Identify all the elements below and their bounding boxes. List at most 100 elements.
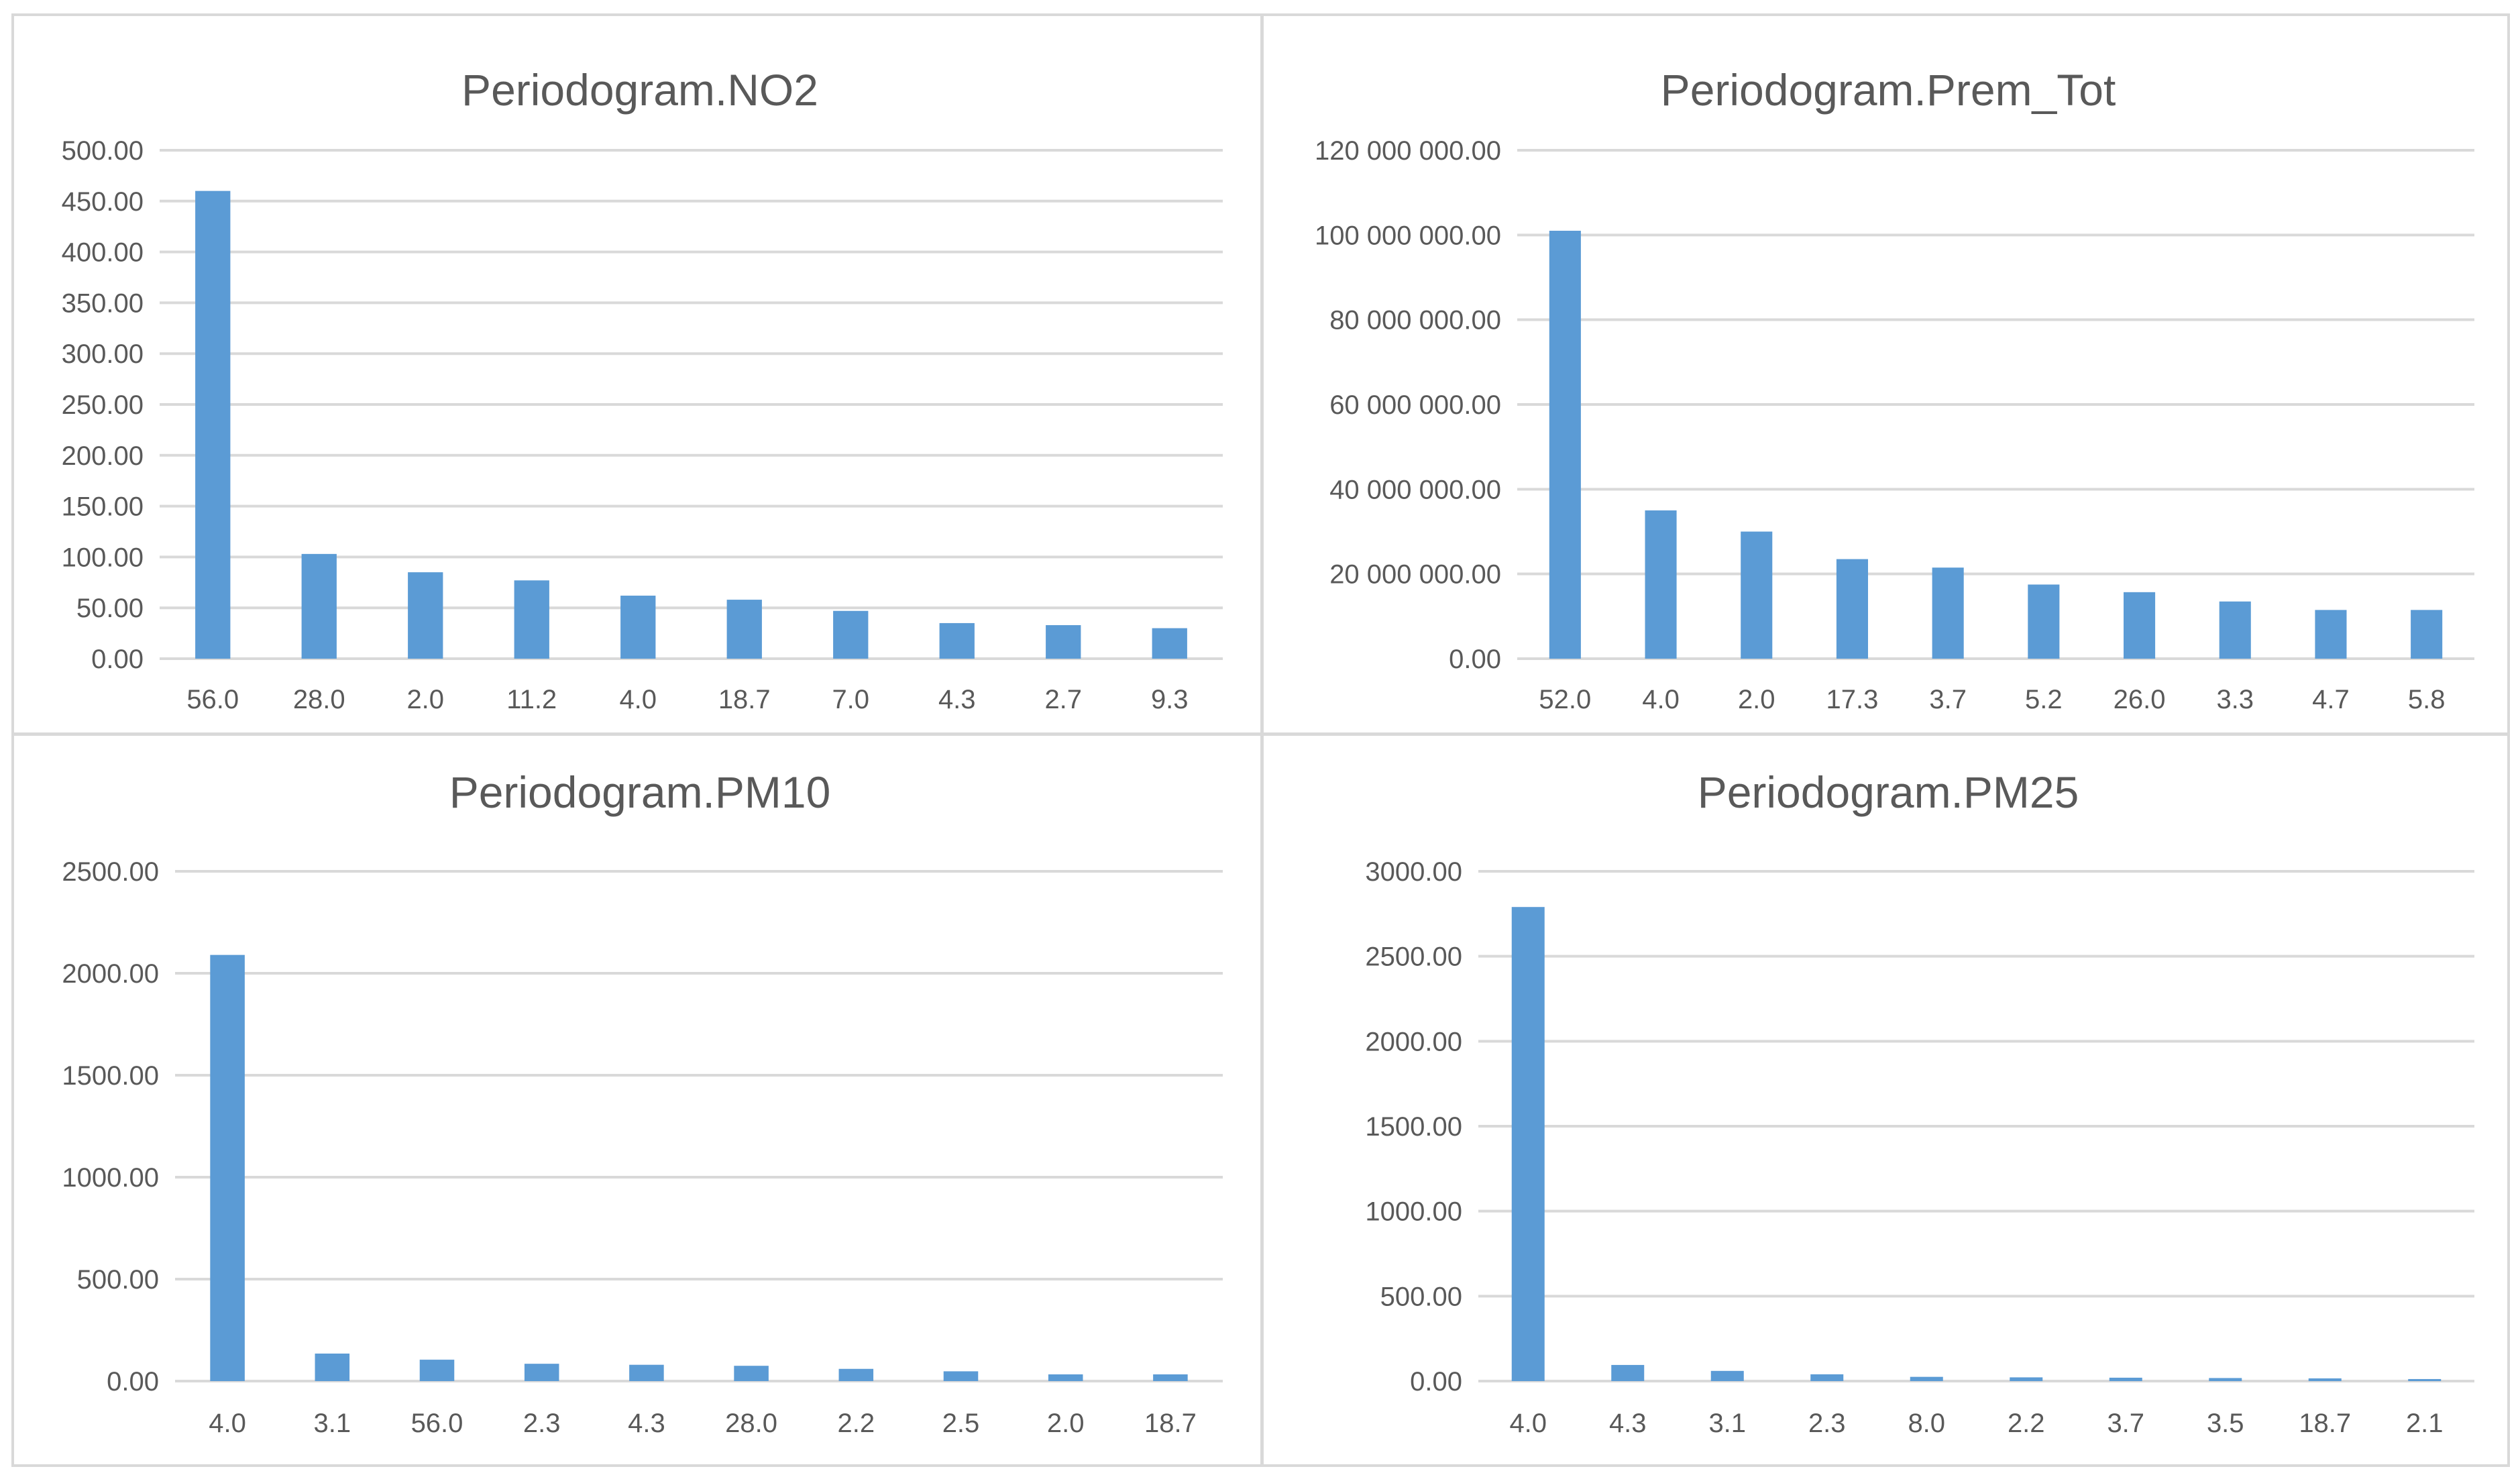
x-tick-label: 5.2 xyxy=(2025,685,2063,714)
bar xyxy=(833,610,869,659)
x-tick-label: 11.2 xyxy=(506,685,557,714)
x-tick-label: 18.7 xyxy=(1144,1409,1197,1438)
y-tick-label: 500.00 xyxy=(1380,1282,1462,1311)
x-tick-label: 7.0 xyxy=(832,685,869,714)
chart-prem-tot: Periodogram.Prem_Tot 0.00 20 000 000.00 40… xyxy=(1315,65,2474,714)
y-tick-label: 1000.00 xyxy=(1365,1197,1462,1227)
y-tick-label: 0.00 xyxy=(1410,1367,1462,1397)
chart-panel-pm25: Periodogram.PM25 0.00 500.00 1000.00 1500.0… xyxy=(1261,733,2510,1467)
y-tick-label: 0.00 xyxy=(91,645,144,674)
bar xyxy=(1046,624,1081,659)
bar xyxy=(315,1353,350,1381)
bar xyxy=(2209,1378,2242,1381)
bar xyxy=(524,1364,559,1381)
x-tick-label: 3.1 xyxy=(1708,1409,1746,1438)
chart-panel-no2: Periodogram.NO2 0.00 50.00 100.00 150.00 200… xyxy=(11,13,1263,735)
bar xyxy=(1511,907,1545,1381)
y-tick-label: 2500.00 xyxy=(62,857,159,887)
x-tick-label: 2.2 xyxy=(837,1409,875,1438)
x-tick-label: 4.3 xyxy=(628,1409,665,1438)
bar xyxy=(195,190,231,659)
bar xyxy=(1645,510,1677,659)
bar xyxy=(838,1368,874,1381)
bar xyxy=(301,553,337,659)
y-tick-label: 500.00 xyxy=(77,1265,159,1295)
y-tick-label: 120 000 000.00 xyxy=(1315,136,1501,166)
y-tick-label: 400.00 xyxy=(62,238,144,268)
x-tick-label: 18.7 xyxy=(718,685,771,714)
bar xyxy=(2109,1377,2142,1381)
bar xyxy=(1549,231,1581,659)
y-tick-label: 200.00 xyxy=(62,441,144,471)
chart-pm10: Periodogram.PM10 0.00 500.00 1000.00 1500.0… xyxy=(62,767,1223,1438)
x-tick-label: 4.3 xyxy=(1609,1409,1647,1438)
bar xyxy=(2028,584,2060,659)
y-tick-label: 100 000 000.00 xyxy=(1315,221,1501,250)
bar xyxy=(514,580,549,659)
x-tick-label: 18.7 xyxy=(2299,1409,2351,1438)
bar xyxy=(1810,1374,1844,1381)
chart-title: Periodogram.PM10 xyxy=(449,767,831,817)
bar xyxy=(726,600,762,659)
x-tick-label: 4.0 xyxy=(209,1409,246,1438)
y-tick-label: 100.00 xyxy=(62,543,144,572)
bar xyxy=(629,1364,664,1381)
x-tick-label: 3.1 xyxy=(313,1409,351,1438)
x-tick-label: 4.3 xyxy=(938,685,976,714)
y-tick-label: 80 000 000.00 xyxy=(1329,306,1501,335)
y-tick-label: 2000.00 xyxy=(62,959,159,989)
bar xyxy=(2124,592,2156,659)
bar xyxy=(2308,1378,2342,1381)
chart-no2: Periodogram.NO2 0.00 50.00 100.00 150.00 200… xyxy=(62,65,1223,714)
x-tick-label: 52.0 xyxy=(1539,685,1591,714)
x-tick-label: 3.5 xyxy=(2207,1409,2244,1438)
bar xyxy=(1932,567,1964,659)
x-tick-label: 2.5 xyxy=(942,1409,980,1438)
x-tick-label: 3.3 xyxy=(2216,685,2254,714)
x-tick-label: 4.7 xyxy=(2312,685,2350,714)
y-tick-label: 0.00 xyxy=(107,1367,159,1397)
bar xyxy=(2219,601,2251,659)
y-tick-label: 1000.00 xyxy=(62,1163,159,1193)
bar xyxy=(2408,1378,2442,1381)
x-tick-label: 3.7 xyxy=(2107,1409,2144,1438)
x-tick-label: 4.0 xyxy=(619,685,657,714)
x-tick-label: 3.7 xyxy=(1929,685,1967,714)
y-tick-label: 0.00 xyxy=(1449,645,1501,674)
bar xyxy=(1611,1364,1645,1381)
bar xyxy=(1152,628,1187,659)
x-tick-label: 2.0 xyxy=(406,685,444,714)
chart-panel-pm10: Periodogram.PM10 0.00 500.00 1000.00 1500.0… xyxy=(11,733,1263,1467)
x-tick-label: 9.3 xyxy=(1151,685,1189,714)
bar xyxy=(939,622,975,659)
y-tick-label: 60 000 000.00 xyxy=(1329,390,1501,420)
bar xyxy=(620,596,656,659)
bar xyxy=(1048,1374,1083,1381)
y-tick-label: 300.00 xyxy=(62,339,144,369)
x-tick-label: 4.0 xyxy=(1509,1409,1547,1438)
x-tick-label: 2.3 xyxy=(523,1409,561,1438)
bar xyxy=(2315,610,2347,659)
y-tick-label: 20 000 000.00 xyxy=(1329,560,1501,590)
chart-pm25: Periodogram.PM25 0.00 500.00 1000.00 1500.0… xyxy=(1365,767,2474,1438)
x-tick-label: 26.0 xyxy=(2114,685,2166,714)
bar xyxy=(1910,1376,1943,1381)
bar xyxy=(1153,1374,1188,1381)
y-tick-label: 500.00 xyxy=(62,136,144,166)
y-tick-label: 450.00 xyxy=(62,187,144,217)
x-tick-label: 28.0 xyxy=(725,1409,777,1438)
x-tick-label: 17.3 xyxy=(1826,685,1879,714)
x-tick-label: 28.0 xyxy=(293,685,345,714)
bar xyxy=(1836,559,1868,659)
y-tick-label: 350.00 xyxy=(62,288,144,318)
y-tick-label: 250.00 xyxy=(62,390,144,420)
x-tick-label: 56.0 xyxy=(186,685,239,714)
x-tick-label: 2.3 xyxy=(1808,1409,1846,1438)
chart-title: Periodogram.PM25 xyxy=(1698,767,2079,817)
y-tick-label: 1500.00 xyxy=(1365,1112,1462,1142)
y-tick-label: 50.00 xyxy=(76,594,144,623)
chart-panel-prem-tot: Periodogram.Prem_Tot 0.00 20 000 000.00 40… xyxy=(1261,13,2510,735)
y-tick-label: 40 000 000.00 xyxy=(1329,475,1501,504)
x-tick-label: 2.1 xyxy=(2406,1409,2444,1438)
x-tick-label: 2.0 xyxy=(1738,685,1775,714)
